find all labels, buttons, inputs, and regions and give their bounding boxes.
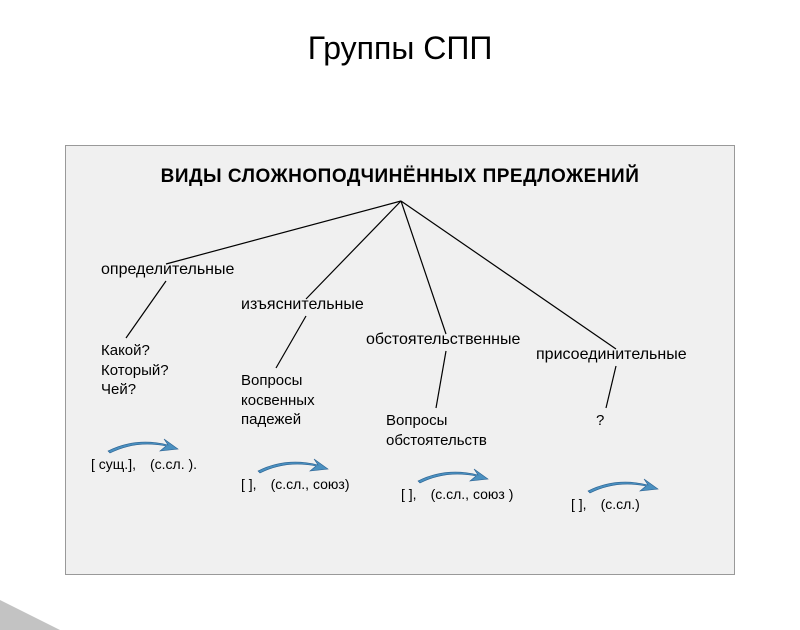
questions-q-prisoed: ? <box>596 411 604 431</box>
node-prisoed: присоединительные <box>536 346 687 364</box>
diagram-panel: ВИДЫ СЛОЖНОПОДЧИНЁННЫХ ПРЕДЛОЖЕНИЙ опред… <box>65 145 735 575</box>
questions-q-obstoy: Вопросыобстоятельств <box>386 411 487 450</box>
node-opredel: определительные <box>101 261 234 279</box>
schema-s2: [ ],(с.сл., союз) <box>241 476 349 492</box>
panel-title: ВИДЫ СЛОЖНОПОДЧИНЁННЫХ ПРЕДЛОЖЕНИЙ <box>66 166 734 188</box>
schema-s3: [ ],(с.сл., союз ) <box>401 486 513 502</box>
schema-s4: [ ],(с.сл.) <box>571 496 640 512</box>
questions-q-izyasn: Вопросыкосвенныхпадежей <box>241 371 315 430</box>
questions-q-opredel: Какой?Который?Чей? <box>101 341 169 400</box>
main-title: Группы СПП <box>0 30 800 67</box>
corner-decoration <box>0 600 60 630</box>
node-izyasn: изъяснительные <box>241 296 364 314</box>
schema-s1: [ сущ.],(с.сл. ). <box>91 456 197 472</box>
node-obstoy: обстоятельственные <box>366 331 520 349</box>
